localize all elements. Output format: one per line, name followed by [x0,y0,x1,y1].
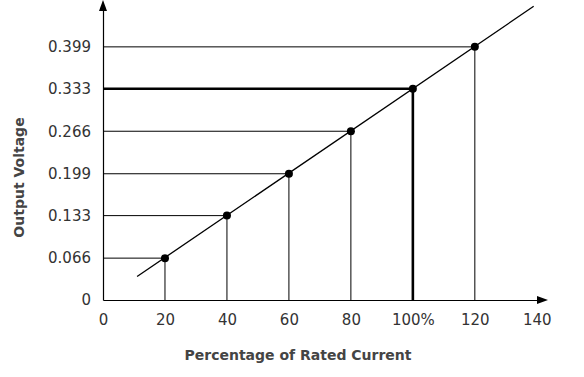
guide-line-v [350,131,351,300]
tick: 0.333 [48,80,103,98]
marker [471,43,479,51]
axis-arrow [99,0,107,11]
tick-label: 0.133 [48,207,91,225]
tick: 60 [280,300,299,329]
tick: 0.066 [48,249,103,267]
guide-line-h [103,46,475,47]
tick-label: 140 [523,311,552,329]
marker [409,85,417,93]
marker [223,212,231,220]
x-axis: 0 20 40 60 80 100% 120 140 [99,300,552,329]
tick-label: 0.199 [48,165,91,183]
guide-line-h [103,173,289,174]
tick: 100% [392,300,435,329]
tick-label: 120 [461,311,490,329]
axis-line [103,6,104,301]
guide-line-h [103,258,165,259]
tick: 120 [461,300,490,329]
tick-label: 0.399 [48,38,91,56]
marker [161,254,169,262]
tick: 0 [99,300,109,329]
tick-label: 100% [392,311,435,329]
tick-label: 20 [156,311,175,329]
guide-line-h [103,131,351,132]
tick: 0 [81,291,103,309]
marks [103,6,534,300]
guide-line-v [474,47,475,300]
tick: 0.266 [48,123,103,141]
tick-label: 0 [81,291,91,309]
axis-line [104,300,544,301]
tick-label: 60 [280,311,299,329]
tick: 140 [523,300,552,329]
tick: 20 [156,300,175,329]
tick: 80 [342,300,361,329]
guide-line-h [103,215,227,216]
tick: 0.133 [48,207,103,225]
chart: 0 20 40 60 80 100% 120 140 0 0.066 0.133 0.199 0.266… [0,0,584,377]
marker [285,170,293,178]
tick-label: 0.266 [48,123,91,141]
plot: 0 20 40 60 80 100% 120 140 0 0.066 0.133 0.199 0.266… [48,0,552,329]
tick-label: 0.066 [48,249,91,267]
tick: 0.199 [48,165,103,183]
tick-label: 40 [218,311,237,329]
tick-label: 80 [342,311,361,329]
y-axis: 0 0.066 0.133 0.199 0.266 0.333 0.399 [48,6,103,310]
guide-line-v [226,216,227,300]
guide-line-h [103,87,413,90]
tick: 40 [218,300,237,329]
x-axis-title: Percentage of Rated Current [184,347,411,363]
tick-label: 0 [99,311,109,329]
guide-line-v [412,89,415,300]
tick: 0.399 [48,38,103,56]
guide-line-v [164,258,165,300]
tick-label: 0.333 [48,80,91,98]
guide-line-v [288,174,289,300]
marker [347,127,355,135]
axis-arrow [537,296,548,304]
y-axis-title: Output Voltage [11,117,27,237]
